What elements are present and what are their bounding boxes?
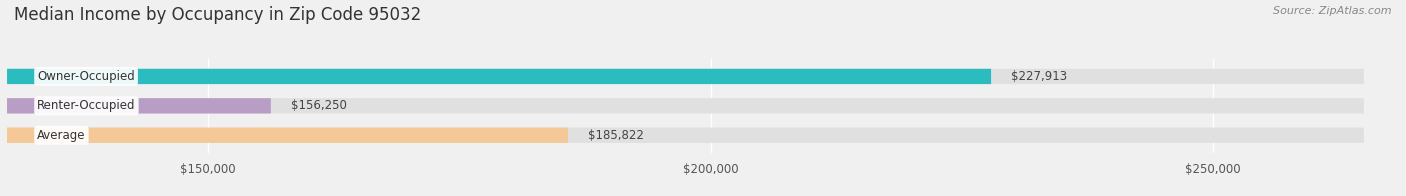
FancyBboxPatch shape: [7, 98, 271, 113]
FancyBboxPatch shape: [7, 98, 1364, 113]
Text: $227,913: $227,913: [1011, 70, 1067, 83]
Text: Owner-Occupied: Owner-Occupied: [37, 70, 135, 83]
FancyBboxPatch shape: [7, 128, 1364, 143]
Text: $185,822: $185,822: [588, 129, 644, 142]
FancyBboxPatch shape: [7, 69, 1364, 84]
Text: $156,250: $156,250: [291, 99, 347, 112]
Text: Source: ZipAtlas.com: Source: ZipAtlas.com: [1274, 6, 1392, 16]
FancyBboxPatch shape: [7, 69, 991, 84]
Text: Average: Average: [37, 129, 86, 142]
Text: Median Income by Occupancy in Zip Code 95032: Median Income by Occupancy in Zip Code 9…: [14, 6, 422, 24]
FancyBboxPatch shape: [7, 128, 568, 143]
Text: Renter-Occupied: Renter-Occupied: [37, 99, 136, 112]
